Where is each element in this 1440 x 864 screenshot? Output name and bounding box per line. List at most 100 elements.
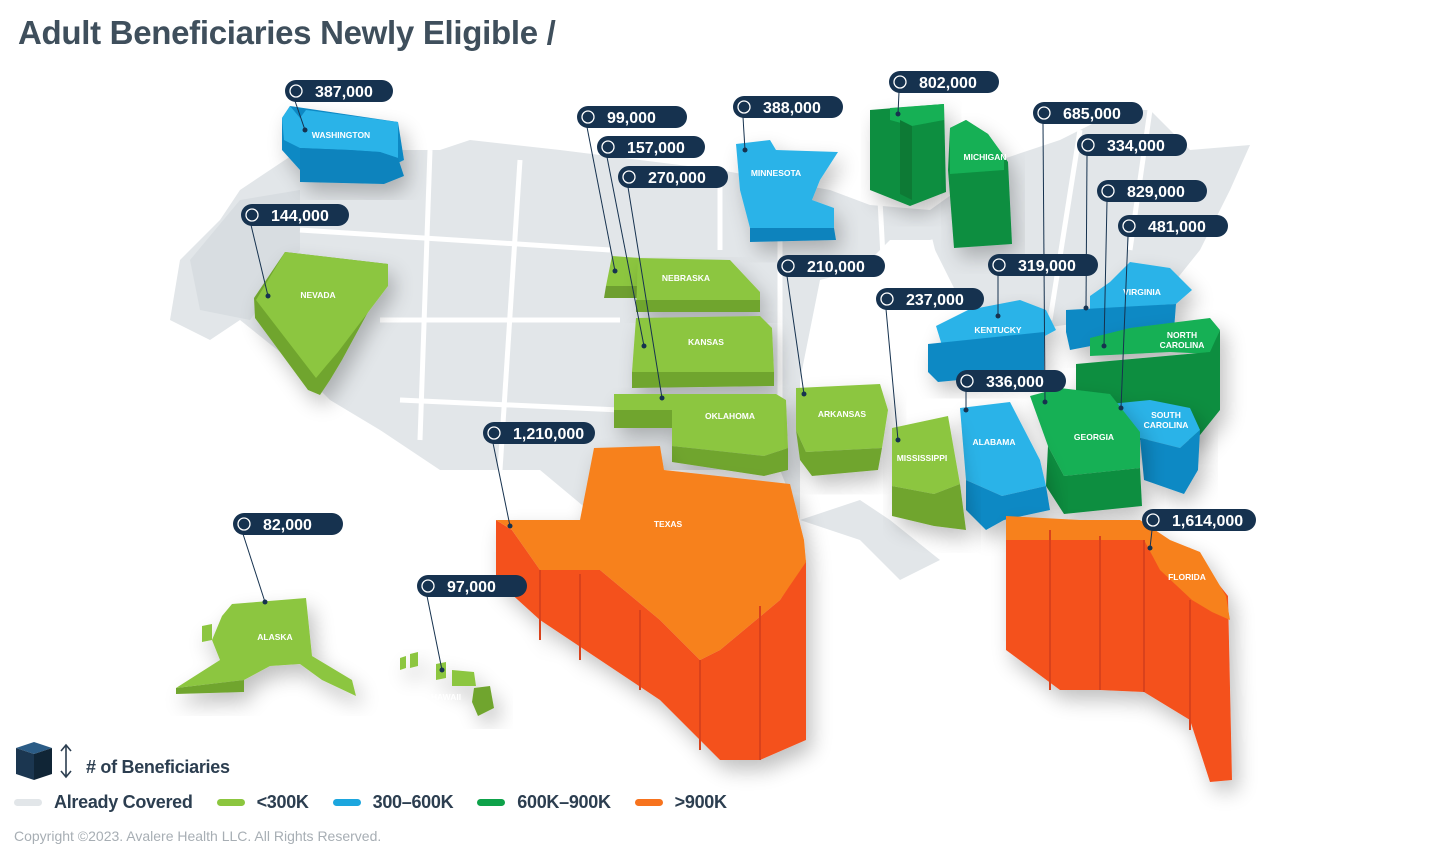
state-label-hawaii: HAWAII — [431, 692, 461, 702]
state-georgia[interactable] — [1030, 388, 1142, 514]
state-south-dakota[interactable] — [604, 256, 640, 298]
callout-kansas: 270,000 — [618, 166, 728, 401]
callout-kentucky: 319,000 — [988, 254, 1098, 319]
leader-line — [742, 116, 746, 151]
state-label-texas: TEXAS — [654, 519, 683, 529]
state-label-nevada: NEVADA — [300, 290, 335, 300]
legend-swatch-already-covered — [14, 799, 42, 806]
callout-value: 319,000 — [1018, 258, 1076, 275]
callout-ring-icon — [289, 84, 303, 98]
state-minnesota[interactable] — [736, 140, 838, 242]
state-florida[interactable] — [1006, 516, 1232, 782]
state-label-minnesota: MINNESOTA — [751, 168, 801, 178]
state-label-georgia: GEORGIA — [1074, 432, 1114, 442]
callout-florida: 1,614,000 — [1142, 509, 1256, 551]
leader-line — [250, 224, 269, 297]
leader-line — [885, 308, 899, 441]
state-label-carolina-2: CAROLINA — [1144, 420, 1189, 430]
callout-value: 157,000 — [627, 140, 685, 157]
value-callouts: 387,000 144,000 99,000 157,000 270,000 388,00… — [233, 71, 1256, 673]
state-nebraska[interactable] — [636, 258, 760, 312]
callout-ring-icon — [581, 110, 595, 124]
callout-pill — [1142, 509, 1256, 531]
cube-height-icon — [16, 742, 72, 780]
callout-ring-icon — [1146, 513, 1160, 527]
state-nevada[interactable] — [254, 252, 388, 395]
state-kansas[interactable] — [632, 316, 774, 388]
legend-label-already-covered: Already Covered — [54, 792, 193, 812]
legend-swatch-under-300k — [216, 799, 245, 806]
callout-ring-icon — [1101, 184, 1115, 198]
legend-item-over-900k: >900K — [634, 792, 727, 813]
leader-dot — [895, 437, 901, 443]
callout-hawaii: 97,000 — [417, 575, 527, 673]
callout-ring-icon — [992, 258, 1006, 272]
legend-swatch-over-900k — [634, 799, 663, 806]
size-legend-label: # of Beneficiaries — [86, 757, 230, 777]
state-texas[interactable] — [496, 446, 806, 760]
callout-pill — [1077, 134, 1187, 156]
callout-ring-icon — [1081, 138, 1095, 152]
callout-arkansas: 210,000 — [777, 255, 885, 397]
state-kentucky[interactable] — [928, 300, 1056, 382]
callout-mississippi: 237,000 — [876, 288, 984, 443]
legend-swatch-300-600k — [332, 799, 361, 806]
callout-ring-icon — [421, 579, 435, 593]
callout-value: 829,000 — [1127, 184, 1185, 201]
callout-value: 237,000 — [906, 292, 964, 309]
state-label-arkansas: ARKANSAS — [818, 409, 867, 419]
leader-line — [492, 442, 511, 527]
callout-pill — [577, 106, 687, 128]
callout-nebraska: 157,000 — [597, 136, 705, 349]
callout-ring-icon — [1122, 219, 1136, 233]
callout-ring-icon — [622, 170, 636, 184]
callout-pill — [988, 254, 1098, 276]
leader-dot — [1083, 305, 1089, 311]
callout-nevada: 144,000 — [241, 204, 349, 299]
leader-line — [1085, 154, 1088, 309]
legend-label-600-900k: 600K–900K — [517, 792, 611, 812]
legend-item-600-900k: 600K–900K — [477, 792, 611, 813]
state-alabama[interactable] — [960, 402, 1050, 530]
leader-line — [606, 156, 645, 347]
copyright-text: Copyright ©2023. Avalere Health LLC. All… — [14, 828, 382, 844]
state-oklahoma[interactable] — [614, 394, 788, 476]
callout-virginia: 334,000 — [1077, 134, 1187, 311]
callout-pill — [483, 422, 595, 444]
callout-value: 481,000 — [1148, 219, 1206, 236]
callout-washington: 387,000 — [285, 80, 393, 133]
callout-north-carolina: 829,000 — [1097, 180, 1207, 349]
callout-texas: 1,210,000 — [483, 422, 595, 529]
callout-ring-icon — [960, 374, 974, 388]
state-hawaii[interactable] — [400, 652, 494, 716]
callout-value: 685,000 — [1063, 106, 1121, 123]
state-label-alaska: ALASKA — [257, 632, 292, 642]
callout-south-carolina: 481,000 — [1118, 215, 1228, 411]
callout-value: 144,000 — [271, 208, 329, 225]
state-label-south-carolina: SOUTH CAROLINA — [1144, 410, 1189, 430]
state-label-kentucky: KENTUCKY — [974, 325, 1022, 335]
callout-value: 336,000 — [986, 374, 1044, 391]
leader-line — [586, 126, 616, 272]
callout-georgia: 685,000 — [1033, 102, 1143, 405]
leader-line — [897, 91, 900, 115]
state-alaska[interactable] — [176, 598, 356, 696]
state-label-kansas: KANSAS — [688, 337, 724, 347]
color-legend: Already Covered <300K 300–600K 600K–900K… — [14, 792, 751, 813]
state-michigan[interactable] — [948, 120, 1012, 248]
state-arkansas[interactable] — [796, 384, 888, 476]
state-mississippi[interactable] — [892, 416, 966, 530]
leader-line — [1120, 235, 1129, 409]
leader-line — [627, 186, 663, 399]
leader-dot — [265, 293, 271, 299]
leader-dot — [439, 667, 445, 673]
leader-dot — [659, 395, 665, 401]
state-washington[interactable] — [282, 106, 404, 184]
state-south-carolina[interactable] — [1110, 400, 1200, 494]
page-title: Adult Beneficiaries Newly Eligible / — [18, 14, 556, 51]
leader-dot — [963, 407, 969, 413]
leader-dot — [1042, 399, 1048, 405]
leader-dot — [801, 391, 807, 397]
legend-label-under-300k: <300K — [256, 792, 309, 812]
state-wisconsin[interactable] — [870, 104, 946, 206]
